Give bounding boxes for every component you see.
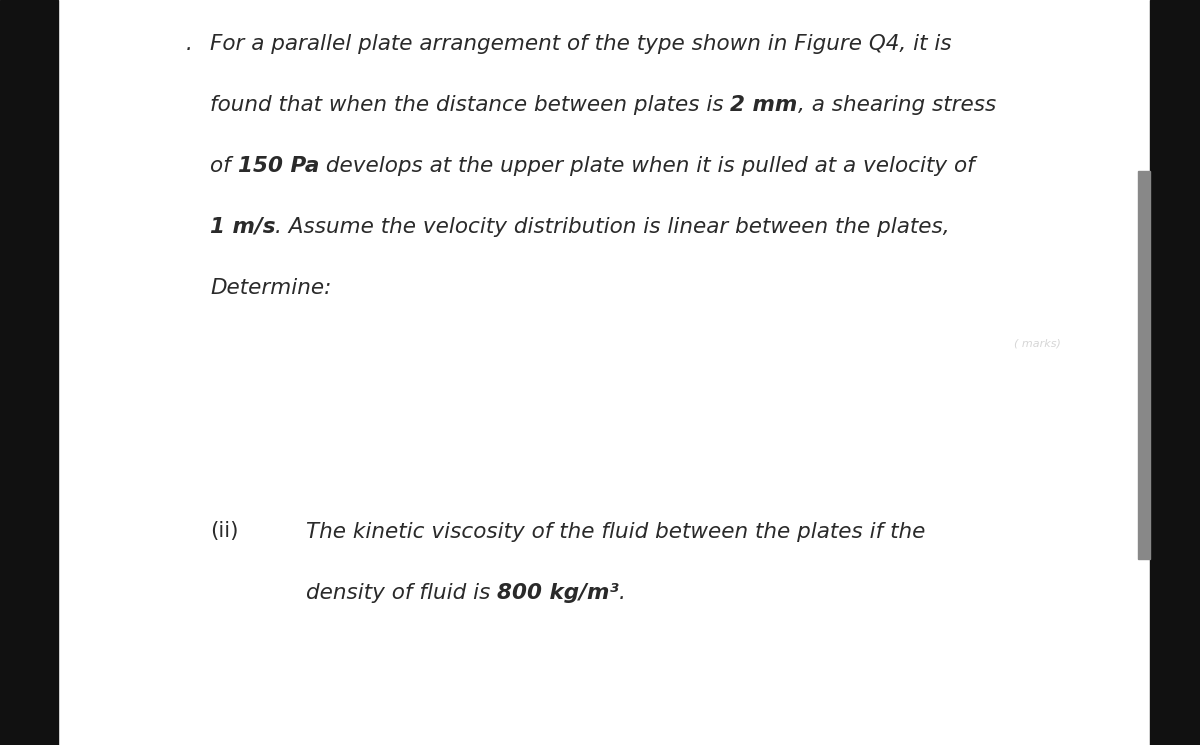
Text: For a parallel plate arrangement of the type shown in Figure Q4, it is: For a parallel plate arrangement of the … [210, 34, 952, 54]
Text: Determine:: Determine: [210, 278, 331, 298]
Text: , a shearing stress: , a shearing stress [798, 95, 996, 115]
Text: density of fluid is: density of fluid is [306, 583, 497, 603]
Text: 2 mm: 2 mm [731, 95, 798, 115]
Text: The kinetic viscosity of the fluid between the plates if the: The kinetic viscosity of the fluid betwe… [306, 522, 925, 542]
Text: of: of [210, 156, 238, 176]
Text: 1 m/s: 1 m/s [210, 217, 276, 237]
Text: develops at the upper plate when it is pulled at a velocity of: develops at the upper plate when it is p… [319, 156, 974, 176]
Text: ( marks): ( marks) [1014, 339, 1061, 349]
Text: .: . [619, 583, 626, 603]
Text: found that when the distance between plates is: found that when the distance between pla… [210, 95, 731, 115]
Text: 150 Pa: 150 Pa [238, 156, 319, 176]
Text: (ii): (ii) [210, 522, 239, 542]
Text: . Assume the velocity distribution is linear between the plates,: . Assume the velocity distribution is li… [276, 217, 950, 237]
Text: .: . [186, 34, 193, 54]
Text: 800 kg/m³: 800 kg/m³ [497, 583, 619, 603]
